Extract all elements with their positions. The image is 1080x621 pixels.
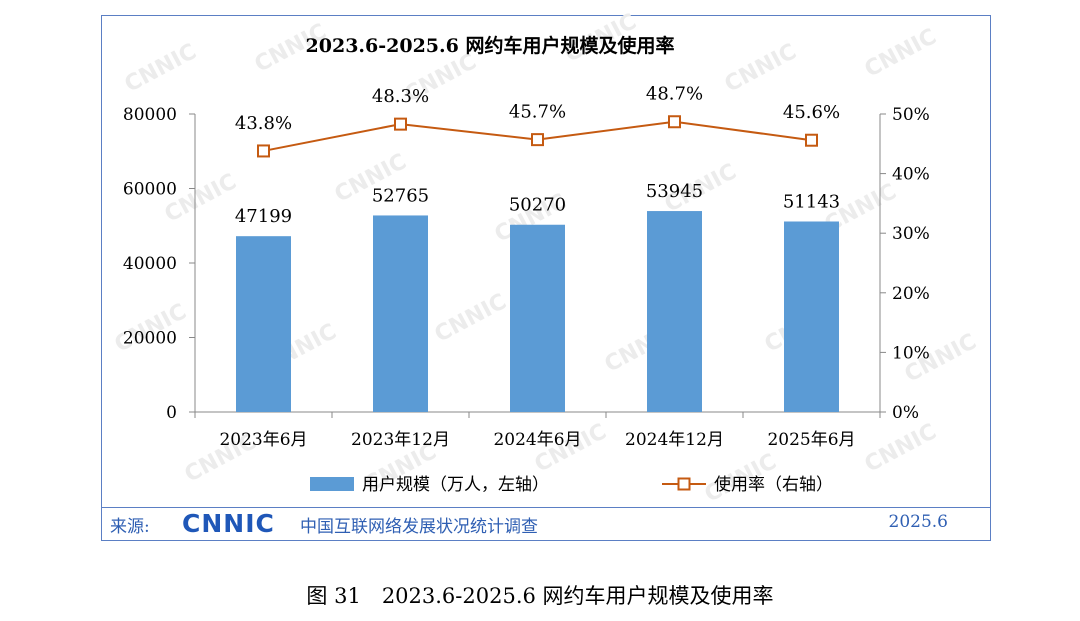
usage-rate-point-1 [257, 144, 270, 158]
chart-frame: CNNIC CNNIC CNNIC CNNIC CNNIC CNNIC CNNIC CNNIC… [101, 9, 991, 541]
x-axis-category-label: 2023年6月 [219, 430, 307, 450]
usage-rate-label: 48.3% [372, 86, 429, 107]
bar-value-label: 53945 [646, 181, 703, 202]
left-axis-tick-label: 60000 [123, 180, 177, 200]
figure-caption: 图 31 2023.6-2025.6 网约车用户规模及使用率 [306, 584, 774, 608]
bar-1 [236, 236, 291, 412]
cnnic-logo: CNNIC [182, 509, 275, 538]
left-axis-tick-label: 0 [166, 403, 177, 423]
right-axis-tick-label: 50% [892, 105, 930, 125]
legend-line-marker [677, 477, 691, 491]
source-bar: 来源: CNNIC 中国互联网络发展状况统计调查 2025.6 [102, 507, 990, 540]
left-axis-tick-label: 80000 [123, 105, 177, 125]
usage-rate-point-5 [805, 133, 818, 147]
bar-value-label: 52765 [372, 185, 429, 206]
x-axis-category-label: 2024年6月 [493, 430, 581, 450]
right-axis-tick-label: 20% [892, 284, 930, 304]
usage-rate-label: 48.7% [646, 84, 703, 105]
bar-value-label: 47199 [235, 206, 292, 227]
x-axis-category-label: 2024年12月 [625, 430, 724, 450]
right-axis-tick-label: 30% [892, 224, 930, 244]
legend-line-label: 使用率（右轴） [714, 474, 833, 495]
source-org: 中国互联网络发展状况统计调查 [300, 517, 538, 537]
usage-rate-point-2 [394, 117, 407, 131]
legend-bar-label: 用户规模（万人，左轴） [362, 475, 549, 495]
bar-2 [373, 215, 428, 412]
bar-value-label: 50270 [509, 195, 566, 216]
legend-bar-swatch [310, 477, 354, 491]
left-axis-tick-label: 40000 [123, 254, 177, 274]
bar-5 [784, 221, 839, 412]
right-axis-tick-label: 40% [892, 165, 930, 185]
source-date: 2025.6 [888, 512, 948, 532]
x-axis-category-label: 2025年6月 [767, 430, 855, 450]
usage-rate-point-3 [531, 133, 544, 147]
usage-rate-point-4 [668, 115, 681, 129]
right-axis-tick-label: 10% [892, 343, 930, 363]
usage-rate-label: 43.8% [235, 113, 292, 134]
left-axis-tick-label: 20000 [123, 329, 177, 349]
source-label: 来源: [110, 517, 150, 537]
chart-title: 2023.6-2025.6 网约车用户规模及使用率 [306, 34, 675, 57]
bar-3 [510, 224, 565, 412]
x-axis-category-label: 2023年12月 [351, 430, 450, 450]
usage-rate-label: 45.7% [509, 102, 566, 123]
bar-4 [647, 211, 702, 412]
usage-rate-label: 45.6% [783, 102, 840, 123]
bar-value-label: 51143 [783, 191, 840, 212]
right-axis-tick-label: 0% [892, 403, 919, 423]
